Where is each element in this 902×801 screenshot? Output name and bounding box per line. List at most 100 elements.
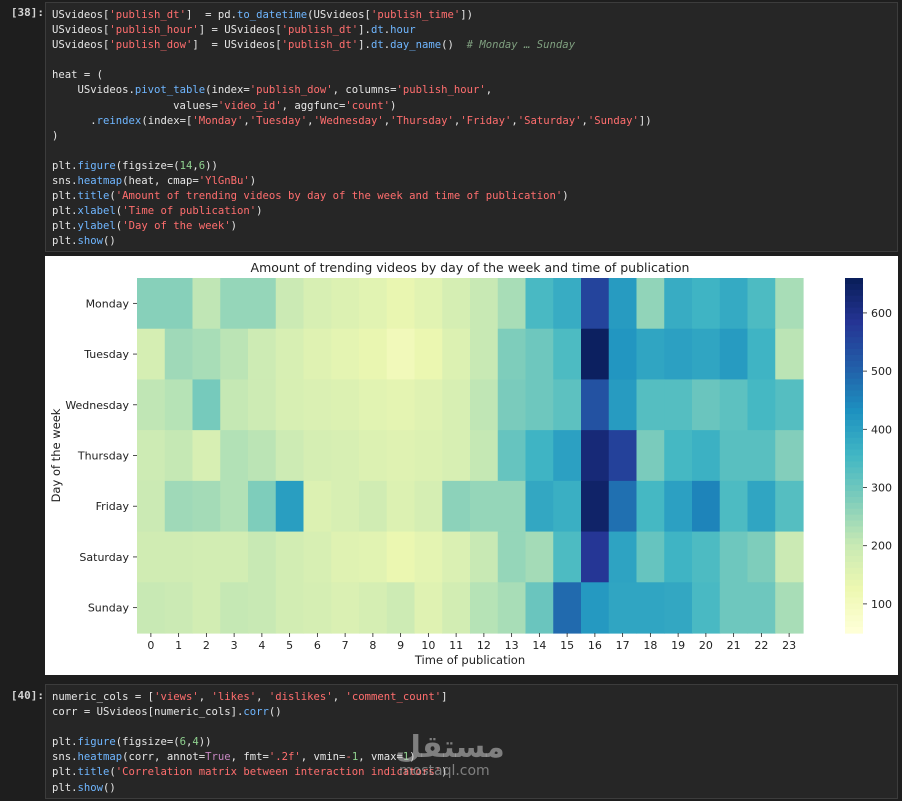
colorbar-segment	[845, 283, 863, 291]
heatmap-cell	[497, 430, 527, 482]
heatmap-cell	[636, 582, 665, 634]
heatmap-cell	[331, 379, 360, 431]
colorbar-segment	[845, 378, 863, 386]
colorbar-segment	[845, 295, 863, 303]
heatmap-cell	[386, 430, 416, 482]
heatmap-cell	[581, 480, 610, 533]
cell-prompt-38: [38]:	[10, 6, 44, 19]
code-token: dt	[370, 39, 384, 52]
code-token: 'comment_count'	[345, 691, 442, 703]
heatmap-cell	[137, 278, 166, 330]
colorbar-segment	[845, 431, 863, 439]
code-token: , aggfunc=	[281, 99, 346, 112]
code-token: USvideos.	[52, 84, 135, 97]
heatmap-cell	[553, 582, 582, 634]
code-token: ,	[243, 114, 250, 127]
code-editor[interactable]: USvideos['publish_dt'] = pd.to_datetime(…	[52, 8, 891, 250]
heatmap-cell	[248, 430, 277, 482]
heatmap-cell	[470, 430, 499, 482]
y-tick-label: Thursday	[77, 450, 130, 463]
watermark-latin: mostaql.com	[399, 763, 490, 779]
code-token: '.2f'	[268, 751, 301, 764]
heatmap-cell	[692, 278, 721, 330]
heatmap-cell	[275, 582, 305, 634]
mostaql-watermark: مستقل mostaql.com	[395, 733, 505, 780]
colorbar-segment	[845, 437, 863, 445]
heatmap-cell	[137, 531, 166, 583]
code-token: (corr, annot=	[122, 751, 206, 764]
heatmap-cell	[470, 278, 499, 330]
heatmap-cell	[719, 582, 749, 634]
code-token: 'Monday'	[192, 114, 244, 127]
code-cell-38[interactable]: USvideos['publish_dt'] = pd.to_datetime(…	[45, 2, 898, 252]
heatmap-cell	[137, 430, 166, 482]
heatmap-cell	[275, 278, 305, 330]
code-line: )	[52, 129, 891, 144]
heatmap-cell	[525, 582, 554, 634]
code-token: 14	[179, 159, 193, 172]
code-line: plt.ylabel('Day of the week')	[52, 219, 891, 234]
code-cell-40[interactable]: numeric_cols = ['views', 'likes', 'disli…	[45, 684, 898, 799]
colorbar-segment	[845, 585, 863, 593]
code-token: 6	[179, 736, 186, 749]
heatmap-cell	[359, 379, 388, 431]
code-token: plt.	[52, 235, 78, 248]
x-axis-label: Time of publication	[414, 653, 525, 667]
heatmap-cell	[581, 278, 610, 330]
code-token: 'Sunday'	[587, 114, 639, 127]
heatmap-cell	[608, 480, 638, 533]
code-token: ()	[103, 781, 116, 794]
code-token: pivot_table	[134, 84, 206, 97]
colorbar-segment	[845, 508, 863, 516]
colorbar-segment	[845, 414, 863, 421]
code-token: ] = USvideos[	[198, 24, 282, 37]
heatmap-cell	[470, 328, 499, 381]
heatmap-cell	[164, 430, 194, 482]
cell-prompt-40: [40]:	[10, 689, 44, 702]
code-token: )	[390, 99, 397, 112]
heatmap-cell	[664, 480, 693, 533]
x-tick-label: 23	[782, 639, 796, 652]
heatmap-cell	[164, 379, 194, 431]
code-token: plt.	[52, 205, 78, 218]
heatmap-cell	[775, 278, 804, 330]
colorbar-segment	[845, 467, 863, 474]
colorbar-tick-label: 300	[871, 482, 892, 495]
code-token: ,	[485, 84, 493, 97]
heatmap-cell	[248, 582, 277, 634]
code-line: corr = USvideos[numeric_cols].corr()	[52, 705, 891, 720]
colorbar-segment	[845, 278, 863, 285]
colorbar-segment	[845, 354, 863, 362]
colorbar-segment	[845, 289, 863, 297]
heatmap-cell	[553, 379, 582, 431]
heatmap-cell	[719, 531, 749, 583]
colorbar-segment	[845, 621, 863, 628]
colorbar-segment	[845, 384, 863, 392]
code-token: title	[77, 190, 110, 203]
code-token: 6	[198, 159, 206, 172]
heatmap-cell	[386, 582, 416, 634]
heatmap-cell	[359, 328, 388, 381]
heatmap-cell	[664, 278, 693, 330]
heatmap-cell	[220, 379, 249, 431]
heatmap-cell	[608, 328, 638, 381]
code-token: USvideos[	[52, 9, 110, 21]
heatmap-cell	[664, 328, 693, 381]
code-token: True	[205, 751, 231, 764]
heatmap-cell	[359, 582, 388, 634]
heatmap-cell	[497, 328, 527, 381]
colorbar-segment	[845, 337, 863, 344]
heatmap-cell	[719, 430, 749, 482]
colorbar-segment	[845, 579, 863, 587]
code-token: xlabel	[77, 205, 116, 218]
code-token: dt	[370, 24, 384, 37]
code-token: (	[109, 190, 116, 203]
x-tick-label: 19	[671, 639, 685, 652]
code-token: ,	[192, 159, 199, 172]
colorbar-tick-label: 100	[871, 598, 892, 611]
code-token: )	[230, 220, 238, 233]
code-line: plt.figure(figsize=(6,4))	[52, 735, 891, 750]
code-token: figure	[77, 159, 116, 172]
code-editor[interactable]: numeric_cols = ['views', 'likes', 'disli…	[52, 690, 891, 796]
code-token: .	[52, 114, 97, 127]
